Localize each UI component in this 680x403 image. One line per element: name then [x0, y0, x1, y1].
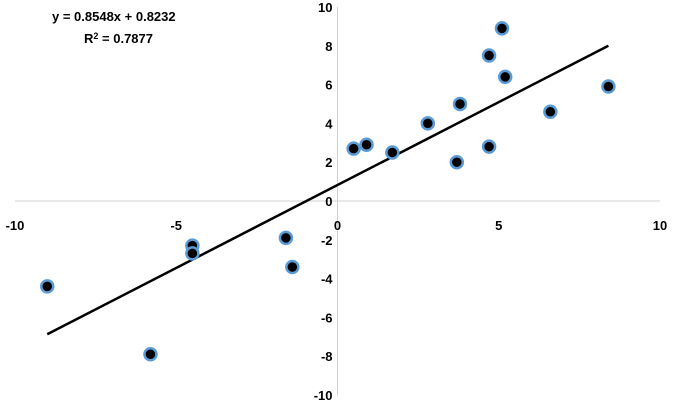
- r2-exponent: 2: [93, 31, 99, 41]
- y-tick-label: 6: [325, 78, 332, 93]
- data-point: [420, 116, 436, 131]
- y-tick-label: 2: [325, 155, 332, 170]
- data-point: [346, 141, 361, 156]
- data-point: [497, 69, 513, 85]
- y-tick-label: 0: [325, 194, 332, 209]
- y-tick-label: -6: [321, 310, 333, 325]
- data-point: [385, 145, 400, 160]
- y-tick-label: -8: [321, 349, 333, 364]
- x-tick-label: 0: [334, 218, 341, 233]
- data-point: [278, 230, 294, 246]
- trendline-equation: y = 0.8548x + 0.8232: [52, 9, 176, 24]
- data-point: [601, 79, 616, 94]
- r-squared-label: R2 = 0.7877: [84, 31, 153, 46]
- y-tick-label: -2: [321, 233, 333, 248]
- axes: [15, 7, 660, 395]
- data-point: [185, 246, 200, 261]
- y-tick-labels: -10 -8 -6 -4 -2 0 2 4 6 8 10: [314, 0, 334, 403]
- y-tick-label: 8: [325, 39, 332, 54]
- x-tick-label: 10: [653, 218, 667, 233]
- data-point: [143, 347, 158, 362]
- data-point: [452, 96, 468, 112]
- y-tick-label: 4: [325, 116, 333, 131]
- r2-value: = 0.7877: [98, 31, 153, 46]
- y-tick-label: -10: [314, 388, 333, 403]
- r2-label: R: [84, 31, 94, 46]
- y-tick-label: -4: [321, 272, 333, 287]
- x-tick-labels: -10 -5 0 5 10: [6, 218, 668, 233]
- data-point: [449, 154, 465, 170]
- y-tick-label: 10: [318, 0, 332, 15]
- data-point: [494, 21, 510, 36]
- data-point: [481, 48, 497, 63]
- x-tick-label: 5: [495, 218, 502, 233]
- data-points: [40, 21, 616, 362]
- data-point: [481, 139, 497, 154]
- trendline: [46, 44, 609, 336]
- equation-text: y = 0.8548x + 0.8232: [52, 9, 176, 24]
- x-tick-label: -10: [6, 218, 25, 233]
- x-tick-label: -5: [170, 218, 182, 233]
- data-point: [40, 279, 55, 294]
- data-point: [543, 104, 558, 120]
- data-point: [285, 259, 300, 275]
- data-point: [359, 137, 374, 152]
